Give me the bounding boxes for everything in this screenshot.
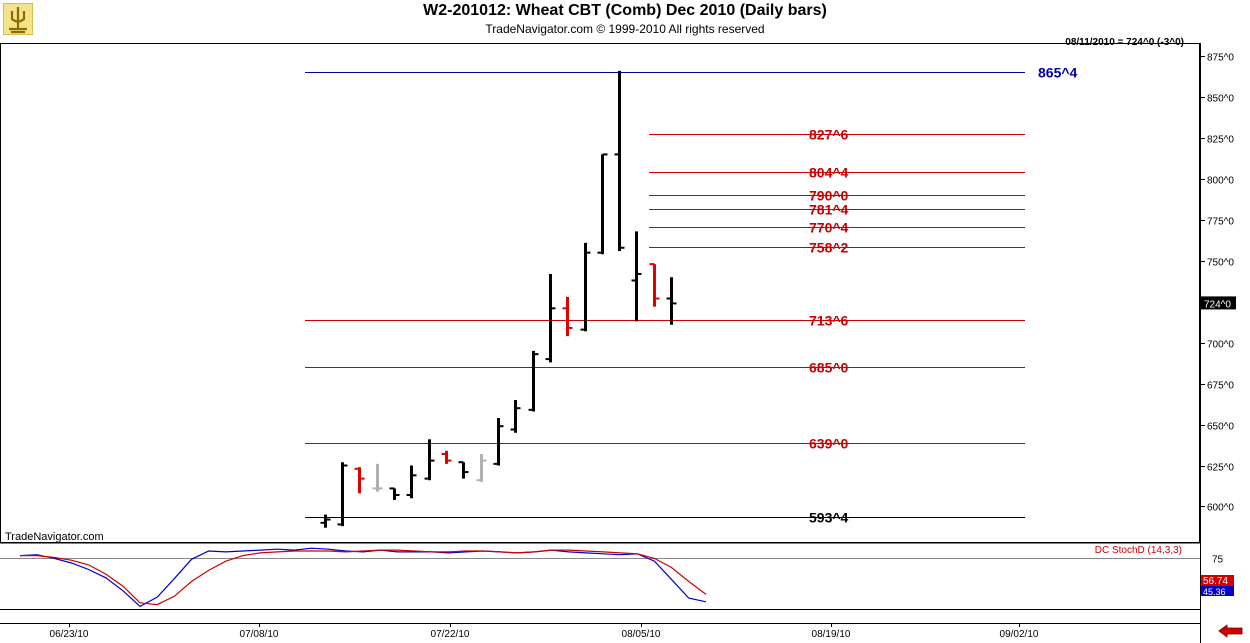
price-bar: [424, 439, 435, 481]
price-tick-label: 600^0: [1207, 503, 1234, 514]
price-bar: [666, 277, 677, 325]
stoch-level-label: 75: [1212, 555, 1224, 566]
chart-frame: [0, 43, 1201, 643]
price-bar: [631, 231, 642, 322]
trident-logo-icon[interactable]: [3, 3, 33, 35]
price-panel-border: [0, 43, 1200, 543]
price-tick-label: 675^0: [1207, 381, 1234, 392]
price-bar: [372, 463, 383, 492]
price-bar: [528, 350, 539, 412]
price-readout: 08/11/2010 = 724^0 (-3^0): [1065, 37, 1184, 48]
price-tick-label: 850^0: [1207, 94, 1234, 105]
price-tick-label: 775^0: [1207, 217, 1234, 228]
level-label: 593^4: [809, 510, 849, 526]
indicator-label: DC StochD (14,3,3): [1094, 545, 1182, 556]
stoch-k-line: [19, 547, 707, 608]
date-tick-label: 09/02/10: [1000, 629, 1039, 640]
date-axis: 06/23/10 07/08/10 07/22/10 08/05/10 08/19/10…: [50, 623, 1039, 640]
price-bar: [597, 153, 608, 255]
last-price-badge: [1201, 296, 1236, 310]
last-price-label: 724^0: [1204, 299, 1231, 310]
chart-title: W2-201012: Wheat CBT (Comb) Dec 2010 (Da…: [423, 2, 827, 19]
price-bar: [354, 467, 365, 494]
level-label: 770^4: [809, 220, 849, 236]
price-bar: [441, 450, 452, 464]
level-label: 790^0: [809, 188, 849, 204]
left-arrow-icon[interactable]: [1218, 624, 1244, 638]
price-tick-label: 650^0: [1207, 422, 1234, 433]
level-label: 639^0: [809, 436, 849, 452]
level-label: 713^6: [809, 313, 849, 329]
price-bar: [389, 487, 400, 500]
price-tick-label: 825^0: [1207, 135, 1234, 146]
price-tick-label: 800^0: [1207, 176, 1234, 187]
date-tick-label: 08/19/10: [812, 629, 851, 640]
price-bar: [580, 242, 591, 332]
stoch-d-value: 56.74: [1203, 576, 1228, 587]
stoch-d-line: [20, 549, 707, 606]
price-tick-label: 700^0: [1207, 340, 1234, 351]
price-bar: [649, 263, 660, 307]
price-tick-label: 625^0: [1207, 463, 1234, 474]
price-bar: [493, 418, 504, 466]
price-bar: [458, 461, 469, 479]
level-label: 865^4: [1038, 65, 1078, 81]
date-tick-label: 06/23/10: [50, 629, 89, 640]
price-bar: [545, 273, 556, 363]
level-label: 804^4: [809, 165, 849, 181]
level-label: 685^0: [809, 360, 849, 376]
stoch-k-value: 45.36: [1203, 587, 1226, 597]
price-bars: [320, 70, 677, 528]
price-bar: [476, 454, 487, 482]
price-tick-label: 875^0: [1207, 53, 1234, 64]
price-bar: [614, 70, 625, 252]
price-bar: [406, 465, 417, 499]
chart-subtitle: TradeNavigator.com © 1999-2010 All right…: [485, 22, 765, 36]
price-bar: [562, 296, 573, 337]
date-tick-label: 07/22/10: [431, 629, 470, 640]
watermark: TradeNavigator.com: [5, 531, 104, 543]
level-label: 781^4: [809, 202, 849, 218]
price-bar: [510, 400, 521, 433]
price-axis: 875^0850^0825^0800^0775^0750^0725^0700^0…: [1200, 53, 1236, 514]
level-label: 827^6: [809, 127, 849, 143]
price-tick-label: 750^0: [1207, 258, 1234, 269]
level-label: 758^2: [809, 240, 849, 256]
stoch-k-badge: [1201, 586, 1234, 596]
price-bar: [337, 462, 348, 527]
price-bar: [320, 514, 331, 528]
date-tick-label: 07/08/10: [240, 629, 279, 640]
date-tick-label: 08/05/10: [622, 629, 661, 640]
stoch-d-badge: [1201, 575, 1234, 586]
